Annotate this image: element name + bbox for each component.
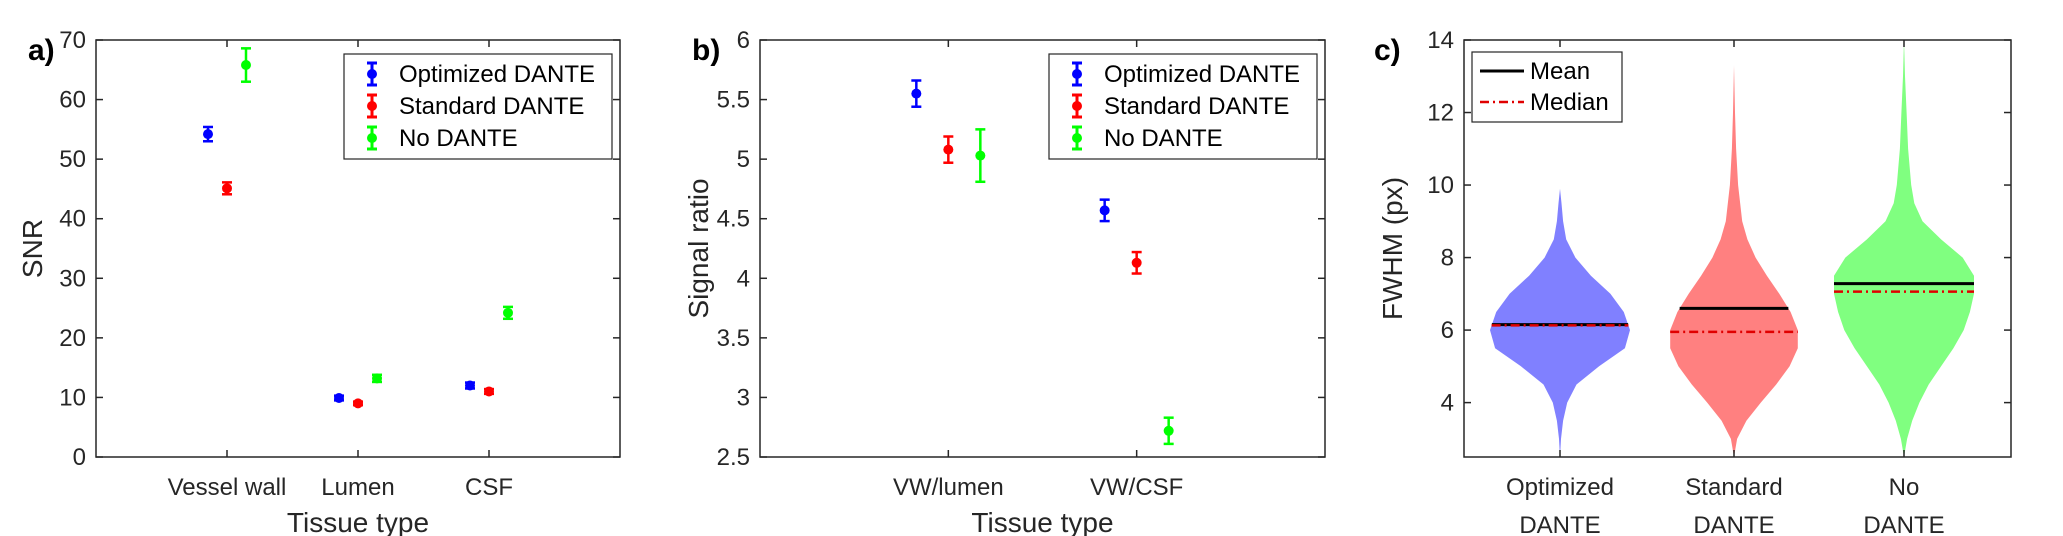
panel-a-ytick-label: 30: [59, 265, 86, 292]
panel-c-legend-label: Median: [1530, 89, 1609, 116]
panel-a-data-point: [241, 60, 251, 71]
panel-b-data-point: [1099, 205, 1110, 216]
panel-c-legend-label: Mean: [1530, 58, 1590, 85]
panel-b-ytick-label: 3.5: [717, 325, 750, 352]
panel-c-xtick-label: DANTE: [1693, 512, 1774, 536]
panel-c-xtick-label: DANTE: [1863, 512, 1944, 536]
panel-a-chart: a) 0 10 20 30 40 50 60 70 SNR Vessel wall Lumen CSF T…: [17, 27, 621, 536]
panel-a-ylabel: SNR: [17, 219, 48, 278]
panel-a-legend-marker: [367, 133, 377, 143]
panel-a-legend-marker: [367, 69, 377, 79]
panel-b-ytick-label: 4: [737, 265, 750, 292]
panel-c-xtick-label: Standard: [1685, 474, 1782, 501]
panel-b-ylabel: Signal ratio: [683, 178, 714, 318]
panel-b-data-point: [943, 144, 954, 155]
panel-a-ytick-label: 40: [59, 206, 86, 233]
panel-a-legend-box: [343, 53, 613, 160]
panel-b-ytick-label: 5.5: [717, 87, 750, 114]
panel-a-data-point: [484, 386, 494, 397]
panel-c-violin: [1490, 188, 1630, 457]
panel-b-data-point: [1131, 257, 1142, 268]
panel-b-data-point: [911, 88, 922, 99]
panel-b-legend-label: Standard DANTE: [1104, 93, 1289, 120]
panel-a-legend-label: Optimized DANTE: [399, 61, 595, 88]
panel-a-xlabel: Tissue type: [287, 507, 429, 536]
panel-c-ytick-label: 12: [1427, 100, 1454, 127]
panel-a-xtick-label: CSF: [465, 474, 513, 501]
panel-b-axes-box: [759, 39, 1326, 458]
panel-c-label: c): [1374, 34, 1401, 67]
panel-c-xtick-label: DANTE: [1519, 512, 1600, 536]
panel-a-ytick-label: 50: [59, 146, 86, 173]
panel-c-ylabel: FWHM (px): [1377, 177, 1408, 320]
panel-c-ytick-label: 4: [1441, 390, 1454, 417]
panel-c-ytick-label: 10: [1427, 172, 1454, 199]
panel-b-legend-marker: [1072, 69, 1082, 79]
panel-b-legend-box: [1048, 53, 1318, 160]
panel-b-data-point: [975, 150, 986, 161]
panel-b-ytick-label: 4.5: [717, 206, 750, 233]
panel-a-data-point: [372, 373, 382, 384]
panel-b-ytick-label: 6: [737, 27, 750, 54]
panel-a-ytick-label: 20: [59, 325, 86, 352]
panel-a-data-point: [203, 129, 213, 140]
panel-c-ytick-label: 6: [1441, 317, 1454, 344]
panel-c-chart: c) 4 6 8 10 12 14 FWHM (px) Optimized DANTE Standa…: [1374, 27, 2012, 536]
panel-b-label: b): [692, 34, 720, 67]
panel-b-ytick-label: 2.5: [717, 444, 750, 471]
panel-a-data-point: [222, 183, 232, 194]
panel-a-ytick-label: 10: [59, 384, 86, 411]
panel-a-data-point: [503, 307, 513, 318]
panel-a-data-point: [334, 393, 344, 404]
panel-a-xtick-label: Vessel wall: [168, 474, 287, 501]
panel-a-label: a): [28, 34, 55, 67]
panel-a-ytick-label: 60: [59, 87, 86, 114]
panel-c-ytick-label: 8: [1441, 245, 1454, 272]
panel-b-legend-label: Optimized DANTE: [1104, 61, 1300, 88]
panel-b-chart: b) 2.5 3 3.5 4 4.5 5 5.5 6 Signal ratio VW/lumen VW…: [683, 27, 1326, 536]
panel-c-violin: [1670, 65, 1798, 458]
panel-a-xtick-label: Lumen: [321, 474, 394, 501]
panel-b-xtick-label: VW/CSF: [1090, 474, 1183, 501]
panel-c-xtick-label: No: [1889, 474, 1920, 501]
panel-a-data-point: [353, 398, 363, 409]
panel-a-data-point: [465, 380, 475, 391]
panel-c-xtick-label: Optimized: [1506, 474, 1614, 501]
panel-c-ytick-label: 14: [1427, 27, 1454, 54]
panel-b-legend: Optimized DANTE Standard DANTE No DANTE: [1048, 53, 1318, 160]
panel-a-ytick-label: 0: [73, 444, 86, 471]
panel-b-ytick-label: 5: [737, 146, 750, 173]
panel-c-violin: [1834, 40, 1974, 457]
panel-b-legend-marker: [1072, 133, 1082, 143]
panel-b-data-point: [1163, 425, 1174, 436]
panel-b-legend-label: No DANTE: [1104, 125, 1223, 152]
panel-c-axes-box: [1463, 39, 2012, 458]
panel-c-legend-box: [1471, 51, 1623, 123]
panel-b-ytick-label: 3: [737, 384, 750, 411]
panel-b-xtick-label: VW/lumen: [893, 474, 1004, 501]
panel-a-legend-label: Standard DANTE: [399, 93, 584, 120]
panel-a-legend-marker: [367, 101, 377, 111]
panel-c-legend: Mean Median: [1471, 51, 1623, 123]
panel-a-ytick-label: 70: [59, 27, 86, 54]
panel-b-xlabel: Tissue type: [971, 507, 1113, 536]
panel-a-legend-label: No DANTE: [399, 125, 518, 152]
panel-a-legend: Optimized DANTE Standard DANTE No DANTE: [343, 53, 613, 160]
panel-b-legend-marker: [1072, 101, 1082, 111]
